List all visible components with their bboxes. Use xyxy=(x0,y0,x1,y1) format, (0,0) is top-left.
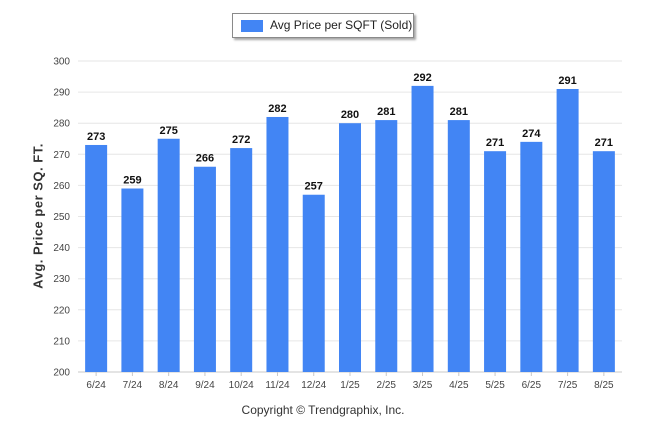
bar xyxy=(266,116,289,372)
data-label: 259 xyxy=(123,175,141,187)
x-tick-label: 6/24 xyxy=(86,380,106,391)
data-label: 292 xyxy=(413,72,431,84)
copyright-text: Copyright © Trendgraphix, Inc. xyxy=(241,403,405,417)
data-label: 257 xyxy=(305,181,323,193)
y-tick-label: 290 xyxy=(53,88,70,99)
data-label: 274 xyxy=(522,128,541,140)
x-tick-label: 5/25 xyxy=(485,380,505,391)
bar xyxy=(592,151,615,372)
bar xyxy=(375,120,398,372)
x-tick-label: 11/24 xyxy=(265,380,290,391)
bar xyxy=(302,194,325,372)
data-label: 281 xyxy=(450,106,468,118)
x-tick-label: 7/24 xyxy=(123,380,143,391)
bar xyxy=(85,144,108,372)
data-label: 280 xyxy=(341,109,359,121)
bar xyxy=(484,151,507,372)
data-label: 291 xyxy=(558,75,576,87)
y-tick-label: 200 xyxy=(53,368,70,379)
data-label: 281 xyxy=(377,106,395,118)
x-tick-label: 7/25 xyxy=(558,380,578,391)
bar xyxy=(556,88,579,373)
x-tick-label: 2/25 xyxy=(377,380,397,391)
x-tick-label: 9/24 xyxy=(195,380,215,391)
x-tick-label: 6/25 xyxy=(522,380,542,391)
bar xyxy=(447,120,470,372)
y-tick-label: 300 xyxy=(53,57,70,68)
x-tick-label: 8/24 xyxy=(159,380,179,391)
data-label: 266 xyxy=(196,153,214,165)
data-label: 272 xyxy=(232,134,250,146)
data-label: 275 xyxy=(159,125,177,137)
y-tick-label: 240 xyxy=(53,243,70,254)
y-tick-label: 250 xyxy=(53,212,70,223)
y-tick-label: 220 xyxy=(53,305,70,316)
x-tick-label: 8/25 xyxy=(594,380,614,391)
bar xyxy=(157,138,180,372)
y-tick-label: 230 xyxy=(53,274,70,285)
bar xyxy=(411,85,434,372)
bar xyxy=(193,166,216,372)
data-label: 271 xyxy=(486,137,504,149)
x-tick-label: 3/25 xyxy=(413,380,433,391)
bar xyxy=(339,123,361,372)
x-tick-label: 10/24 xyxy=(229,380,254,391)
legend-swatch xyxy=(241,20,263,32)
y-tick-label: 280 xyxy=(53,119,70,130)
chart-legend: Avg Price per SQFT (Sold) xyxy=(232,13,414,38)
x-tick-label: 12/24 xyxy=(301,380,326,391)
bar xyxy=(520,141,543,372)
bar xyxy=(230,148,253,372)
data-label: 273 xyxy=(87,131,105,143)
data-label: 271 xyxy=(595,137,613,149)
y-tick-label: 270 xyxy=(53,150,70,161)
y-tick-label: 210 xyxy=(53,336,70,347)
y-axis-title: Avg. Price per SQ. FT. xyxy=(30,143,46,289)
x-tick-label: 1/25 xyxy=(340,380,360,391)
legend-label: Avg Price per SQFT (Sold) xyxy=(270,18,413,32)
bar xyxy=(121,188,144,372)
y-tick-label: 260 xyxy=(53,181,70,192)
x-tick-label: 4/25 xyxy=(449,380,469,391)
data-label: 282 xyxy=(268,103,286,115)
